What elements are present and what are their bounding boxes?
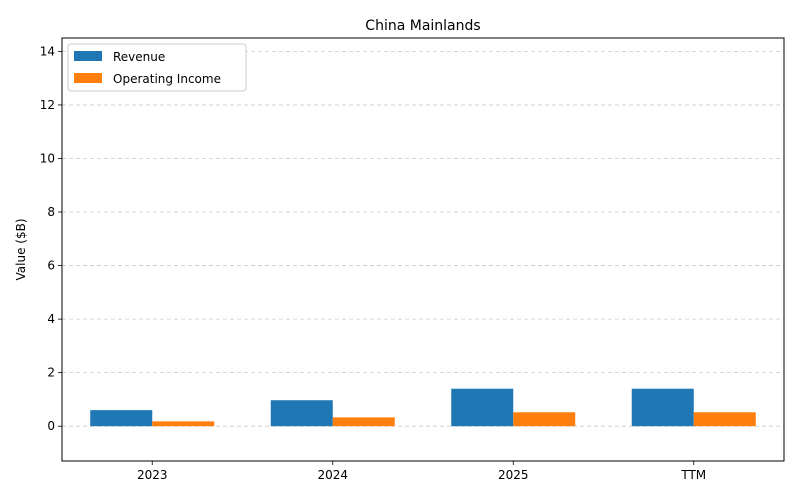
legend: Revenue Operating Income	[67, 43, 247, 92]
x-tick-label: 2025	[498, 468, 529, 482]
legend-swatch	[74, 73, 102, 83]
y-tick-label: 8	[47, 205, 55, 219]
y-tick-label: 4	[47, 312, 55, 326]
y-tick-label: 12	[40, 98, 55, 112]
plot-frame	[61, 37, 785, 462]
bar-1-2	[513, 412, 576, 427]
y-axis-label: Value ($B)	[14, 219, 28, 281]
legend-label: Revenue	[113, 50, 165, 64]
bar-1-0	[152, 421, 215, 427]
y-axis-ticks: 0 2 4 6 8 10 12 14	[40, 44, 62, 433]
chart-title: China Mainlands	[365, 18, 480, 34]
bar-0-3	[631, 388, 694, 427]
y-tick-label: 14	[40, 44, 55, 58]
bar-1-1	[332, 417, 395, 427]
legend-box	[67, 43, 247, 92]
y-tick-label: 2	[47, 366, 55, 380]
bar-0-0	[90, 410, 153, 427]
y-tick-label: 0	[47, 419, 55, 433]
bar-1-3	[693, 412, 756, 427]
bar-0-1	[270, 400, 333, 427]
bar-0-2	[451, 388, 514, 427]
x-tick-label: 2023	[137, 468, 168, 482]
bars	[90, 388, 756, 427]
legend-swatch	[74, 51, 102, 61]
y-tick-label: 6	[47, 259, 55, 273]
x-tick-label: 2024	[317, 468, 348, 482]
y-tick-label: 10	[40, 151, 55, 165]
grid-lines	[62, 50, 784, 427]
x-axis-ticks: 2023 2024 2025 TTM	[137, 461, 706, 482]
x-tick-label: TTM	[680, 468, 706, 482]
legend-label: Operating Income	[113, 72, 221, 86]
